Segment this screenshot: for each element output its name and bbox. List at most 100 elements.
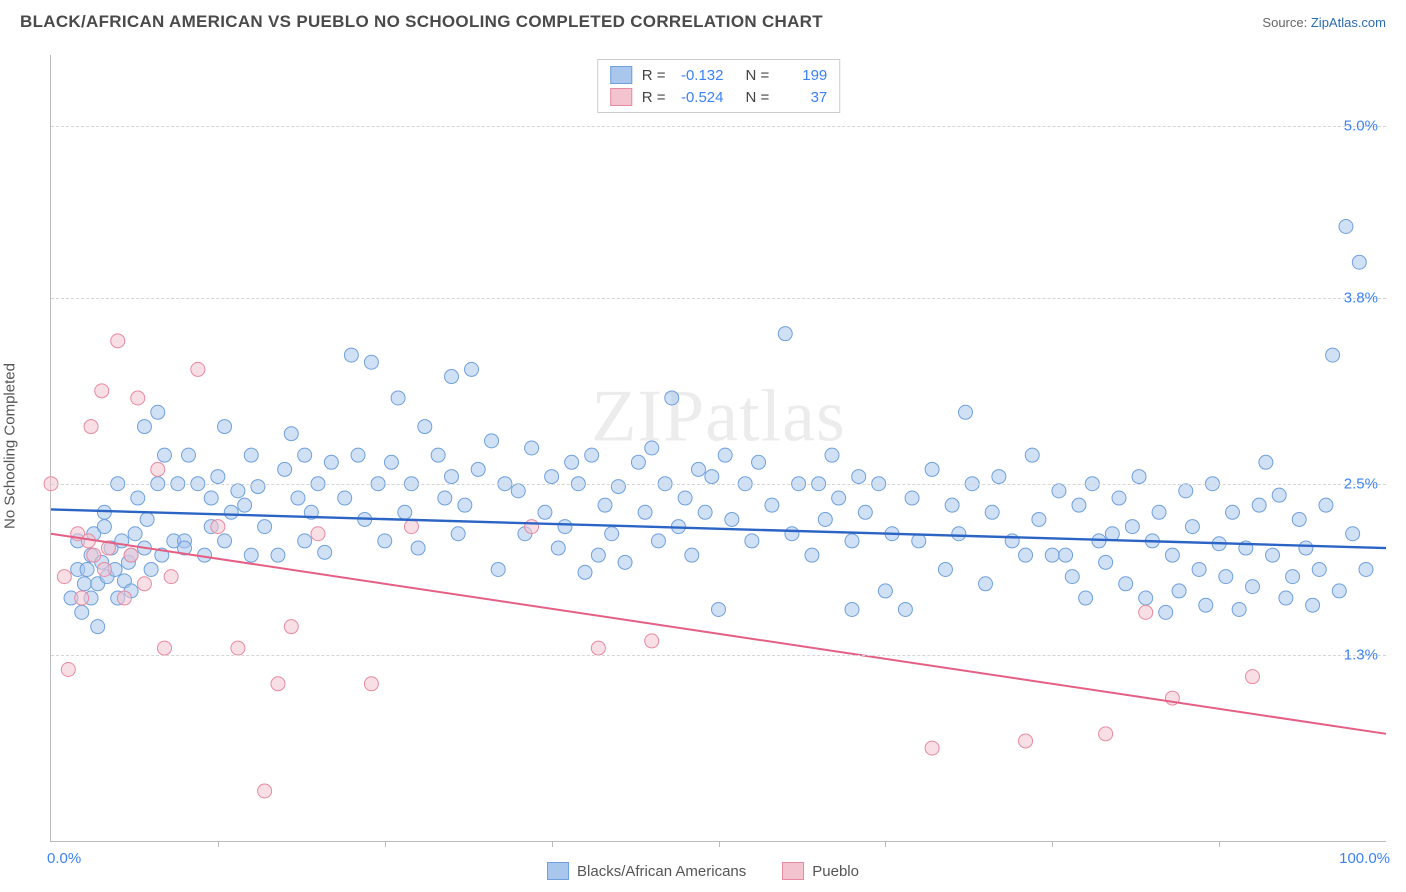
data-point (1225, 505, 1239, 519)
data-point (558, 520, 572, 534)
data-point (1299, 541, 1313, 555)
data-point (431, 448, 445, 462)
data-point (438, 491, 452, 505)
source-label: Source: (1262, 15, 1307, 30)
data-point (1319, 498, 1333, 512)
data-point (551, 541, 565, 555)
data-point (952, 527, 966, 541)
data-point (992, 470, 1006, 484)
data-point (1352, 255, 1366, 269)
data-point (712, 602, 726, 616)
data-point (384, 455, 398, 469)
data-point (718, 448, 732, 462)
data-point (898, 602, 912, 616)
data-point (845, 534, 859, 548)
data-point (958, 405, 972, 419)
data-point (137, 420, 151, 434)
data-point (585, 448, 599, 462)
data-point (985, 505, 999, 519)
y-tick-label: 2.5% (1344, 475, 1378, 492)
data-point (258, 784, 272, 798)
data-point (651, 534, 665, 548)
r-label: R = (642, 67, 666, 84)
data-point (1032, 512, 1046, 526)
data-point (77, 577, 91, 591)
data-point (1119, 577, 1133, 591)
data-point (298, 534, 312, 548)
source-link[interactable]: ZipAtlas.com (1311, 15, 1386, 30)
data-point (238, 498, 252, 512)
data-point (398, 505, 412, 519)
data-point (778, 327, 792, 341)
data-point (298, 448, 312, 462)
data-point (745, 534, 759, 548)
data-point (591, 641, 605, 655)
data-point (511, 484, 525, 498)
data-point (278, 462, 292, 476)
data-point (818, 512, 832, 526)
data-point (1079, 591, 1093, 605)
data-point (925, 741, 939, 755)
data-point (1339, 219, 1353, 233)
legend-bottom: Blacks/African AmericansPueblo (547, 862, 859, 880)
data-point (364, 355, 378, 369)
data-point (1159, 605, 1173, 619)
data-point (445, 470, 459, 484)
r-label: R = (642, 89, 666, 106)
data-point (1219, 570, 1233, 584)
data-point (645, 634, 659, 648)
data-point (852, 470, 866, 484)
data-point (698, 505, 712, 519)
grid-line (51, 126, 1386, 127)
data-point (140, 512, 154, 526)
data-point (1139, 591, 1153, 605)
data-point (1059, 548, 1073, 562)
data-point (785, 527, 799, 541)
data-point (351, 448, 365, 462)
data-point (538, 505, 552, 519)
data-point (284, 620, 298, 634)
data-point (445, 370, 459, 384)
x-tick (719, 841, 720, 847)
data-point (1125, 520, 1139, 534)
data-point (151, 462, 165, 476)
x-tick (885, 841, 886, 847)
data-point (418, 420, 432, 434)
grid-line (51, 484, 1386, 485)
data-point (1052, 484, 1066, 498)
data-point (157, 448, 171, 462)
data-point (832, 491, 846, 505)
data-point (91, 620, 105, 634)
data-point (311, 527, 325, 541)
data-point (137, 577, 151, 591)
data-point (191, 362, 205, 376)
plot-region: ZIPatlas R =-0.132N =199R =-0.524N =37 1… (50, 55, 1386, 842)
data-point (144, 562, 158, 576)
data-point (231, 484, 245, 498)
data-point (271, 677, 285, 691)
x-tick-label: 100.0% (1339, 850, 1390, 867)
data-point (1072, 498, 1086, 512)
y-axis-title: No Schooling Completed (2, 363, 19, 529)
legend-item: Pueblo (782, 862, 859, 880)
y-tick-label: 1.3% (1344, 647, 1378, 664)
data-point (591, 548, 605, 562)
data-point (231, 641, 245, 655)
data-point (525, 441, 539, 455)
data-point (1259, 455, 1273, 469)
data-point (1286, 570, 1300, 584)
data-point (80, 562, 94, 576)
data-point (491, 562, 505, 576)
data-point (324, 455, 338, 469)
data-point (1306, 598, 1320, 612)
data-point (1246, 580, 1260, 594)
data-point (631, 455, 645, 469)
source-text: Source: ZipAtlas.com (1262, 15, 1386, 30)
data-point (404, 520, 418, 534)
x-tick-label: 0.0% (47, 850, 81, 867)
data-point (1246, 670, 1260, 684)
data-point (925, 462, 939, 476)
data-point (131, 491, 145, 505)
data-point (182, 448, 196, 462)
data-point (545, 470, 559, 484)
